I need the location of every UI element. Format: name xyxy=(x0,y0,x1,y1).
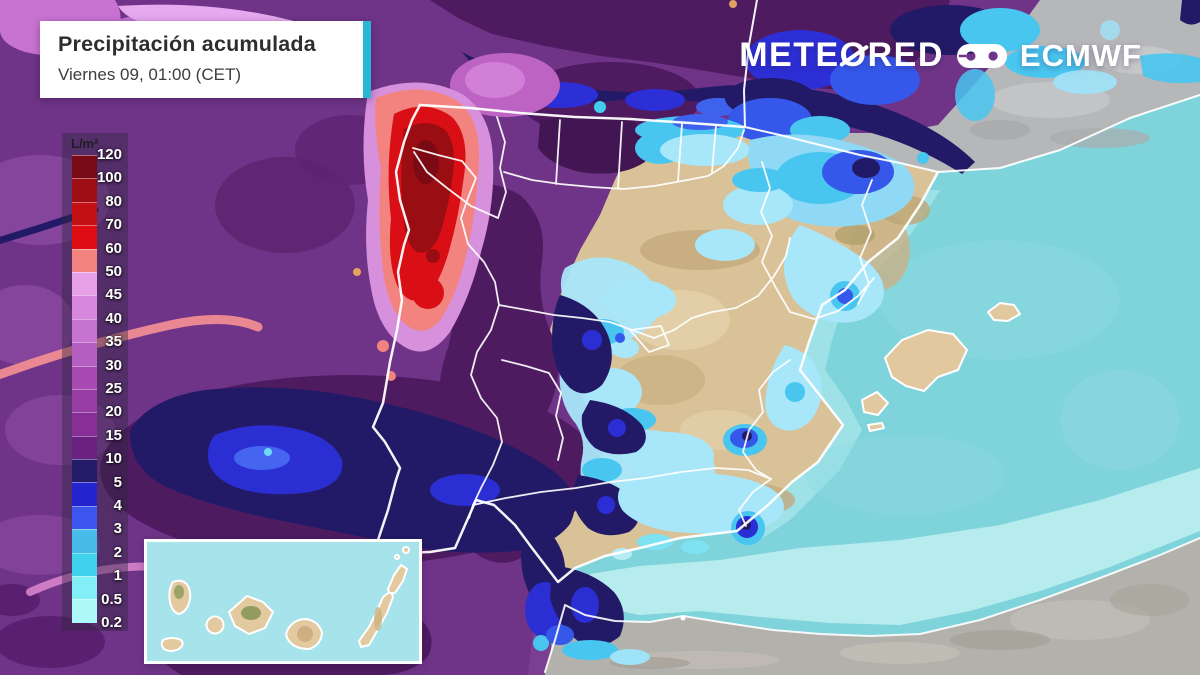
legend-color-bar xyxy=(72,155,97,623)
legend-label: 35 xyxy=(105,333,122,351)
legend-label: 25 xyxy=(105,380,122,397)
legend-label: 2 xyxy=(113,543,122,561)
legend-swatch xyxy=(72,318,97,343)
map-title: Precipitación acumulada xyxy=(58,32,316,56)
legend-swatch xyxy=(72,201,97,226)
legend-swatch xyxy=(72,529,97,553)
meteored-logo: METEORED xyxy=(739,36,944,75)
legend-swatch xyxy=(72,505,97,530)
legend-swatch xyxy=(72,599,97,623)
branding-bar: METEORED ECMWF xyxy=(739,36,1142,75)
legend-swatch xyxy=(72,459,97,483)
ecmwf-logo-text: ECMWF xyxy=(1019,37,1142,73)
legend-swatch xyxy=(72,552,97,577)
canary-islands-map xyxy=(160,546,410,652)
legend-label: 15 xyxy=(105,426,122,444)
legend-swatch xyxy=(72,295,97,319)
legend-label: 10 xyxy=(105,450,122,468)
legend-label: 40 xyxy=(105,309,122,327)
legend-unit-label: L/m² xyxy=(71,136,99,151)
meteored-text-post: RED xyxy=(867,36,944,74)
meteored-slashed-o: O xyxy=(839,36,868,74)
legend-label: 30 xyxy=(105,356,122,374)
legend-swatch xyxy=(72,225,97,249)
legend-label: 80 xyxy=(105,192,122,210)
ecmwf-links-icon xyxy=(956,43,1007,68)
legend-label: 60 xyxy=(105,239,122,257)
legend-swatch xyxy=(72,155,97,179)
legend-label: 3 xyxy=(113,520,122,538)
legend-swatch xyxy=(72,342,97,366)
title-box: Precipitación acumulada Viernes 09, 01:0… xyxy=(40,21,371,98)
canary-islands-inset xyxy=(144,539,422,664)
legend-label: 0.5 xyxy=(101,590,122,608)
legend-label: 0.2 xyxy=(101,614,122,631)
legend-label: 100 xyxy=(96,169,122,187)
legend-label: 1 xyxy=(113,567,122,585)
title-accent-stripe xyxy=(363,21,371,98)
legend-label: 120 xyxy=(96,146,122,163)
legend-label: 5 xyxy=(113,473,122,491)
legend-swatch xyxy=(72,365,97,389)
meteored-text-pre: METE xyxy=(739,36,840,74)
legend-swatch xyxy=(72,412,97,436)
legend-label: 50 xyxy=(105,263,122,280)
legend-swatch xyxy=(72,178,97,202)
legend-swatch xyxy=(72,576,97,600)
legend-label: 20 xyxy=(105,403,122,421)
legend-swatch xyxy=(72,482,97,506)
legend-swatch xyxy=(72,435,97,460)
legend-swatch xyxy=(72,388,97,413)
precipitation-legend: L/m² 120 100 80 70 60 50 45 40 35 30 25 20 15 10 5 4 3 2 1… xyxy=(62,133,128,631)
legend-swatch xyxy=(72,248,97,272)
legend-swatch xyxy=(72,271,97,296)
legend-label: 70 xyxy=(105,216,122,234)
legend-label: 4 xyxy=(113,497,122,514)
legend-label: 45 xyxy=(105,286,122,304)
map-timestamp: Viernes 09, 01:00 (CET) xyxy=(58,65,241,84)
